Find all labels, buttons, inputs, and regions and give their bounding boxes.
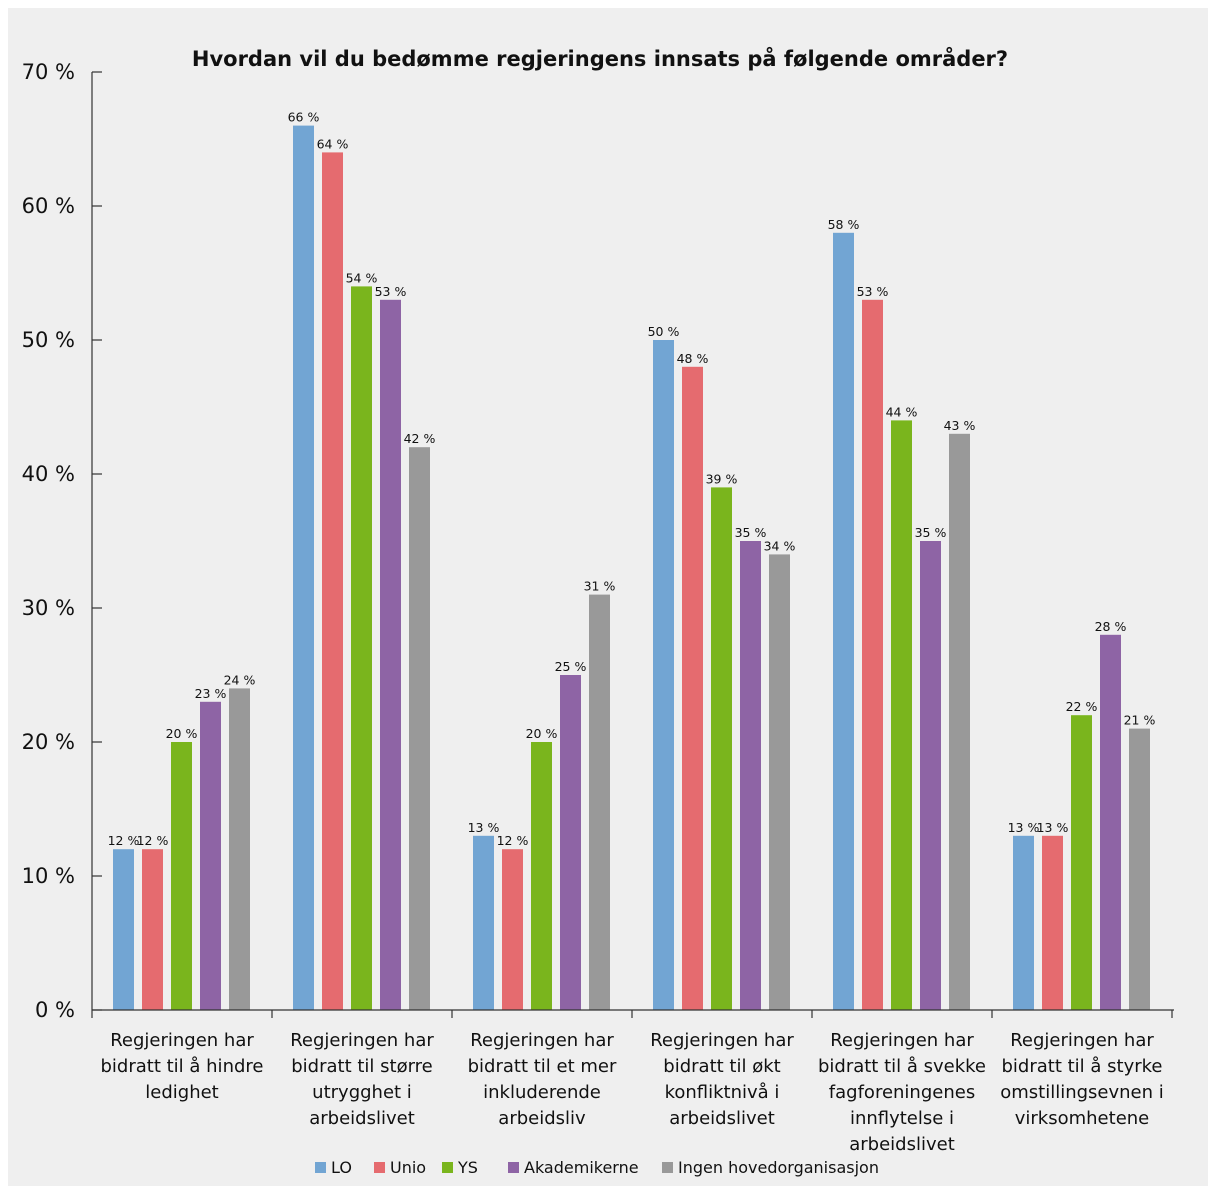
legend-label: Ingen hovedorganisasjon: [678, 1158, 879, 1177]
data-label: 24 %: [224, 672, 256, 687]
data-label: 64 %: [317, 136, 349, 151]
data-label: 20 %: [166, 726, 198, 741]
legend-swatch: [442, 1162, 453, 1173]
legend-swatch: [315, 1162, 326, 1173]
legend-label: LO: [331, 1158, 352, 1177]
y-tick-label: 70 %: [22, 60, 75, 84]
legend-swatch: [374, 1162, 385, 1173]
legend-swatch: [662, 1162, 673, 1173]
y-tick-label: 60 %: [22, 194, 75, 218]
data-label: 28 %: [1095, 619, 1127, 634]
data-label: 43 %: [944, 418, 976, 433]
data-label: 22 %: [1066, 699, 1098, 714]
y-tick-label: 40 %: [22, 462, 75, 486]
legend: LO Unio YS Akademikerne Ingen hovedorganisas…: [315, 1158, 879, 1177]
bar: [142, 849, 163, 1010]
legend-label: Unio: [390, 1158, 426, 1177]
bar: [920, 541, 941, 1010]
bar: [1013, 835, 1034, 1010]
data-labels-group: 12 %12 %20 %23 %24 %66 %64 %54 %53 %42 %…: [108, 110, 1156, 849]
bar: [229, 688, 250, 1010]
bar: [502, 849, 523, 1010]
bar: [293, 125, 314, 1011]
category-label: Regjeringen har bidratt til økt konfliktni…: [650, 1030, 794, 1129]
category-label: Regjeringen har bidratt til et mer inklude…: [468, 1030, 617, 1129]
bar: [351, 286, 372, 1010]
bar: [1100, 634, 1121, 1010]
bar: [560, 675, 581, 1010]
bar: [862, 299, 883, 1010]
data-label: 53 %: [375, 284, 407, 299]
data-label: 42 %: [404, 431, 436, 446]
data-label: 12 %: [497, 833, 529, 848]
bar: [1042, 835, 1063, 1010]
y-tick-label: 0 %: [35, 998, 75, 1022]
bar: [711, 487, 732, 1010]
bar: [949, 433, 970, 1010]
data-label: 48 %: [677, 351, 709, 366]
data-label: 13 %: [1008, 820, 1040, 835]
bar: [1071, 715, 1092, 1010]
data-label: 53 %: [857, 284, 889, 299]
data-label: 34 %: [764, 538, 796, 553]
data-label: 12 %: [137, 833, 169, 848]
x-axis: Regjeringen har bidratt til å hindre ledig…: [91, 1009, 1174, 1155]
bar: [769, 554, 790, 1010]
data-label: 31 %: [584, 579, 616, 594]
data-label: 58 %: [828, 217, 860, 232]
data-label: 39 %: [706, 471, 738, 486]
data-label: 50 %: [648, 324, 680, 339]
category-label: Regjeringen har bidratt til større utryggh…: [290, 1030, 434, 1129]
data-label: 54 %: [346, 270, 378, 285]
bar: [113, 849, 134, 1010]
bar: [473, 835, 494, 1010]
y-tick-label: 20 %: [22, 730, 75, 754]
chart-frame: Hvordan vil du bedømme regjeringens inns…: [8, 8, 1208, 1186]
bar: [171, 742, 192, 1010]
data-label: 12 %: [108, 833, 140, 848]
y-tick-label: 50 %: [22, 328, 75, 352]
chart-title: Hvordan vil du bedømme regjeringens inns…: [192, 46, 1008, 71]
data-label: 21 %: [1124, 713, 1156, 728]
data-label: 35 %: [735, 525, 767, 540]
legend-swatch: [508, 1162, 519, 1173]
bar: [891, 420, 912, 1010]
bar-chart: Hvordan vil du bedømme regjeringens inns…: [22, 46, 1174, 1177]
bar: [380, 299, 401, 1010]
bar: [531, 742, 552, 1010]
y-tick-label: 30 %: [22, 596, 75, 620]
bar: [653, 340, 674, 1010]
data-label: 23 %: [195, 686, 227, 701]
data-label: 13 %: [468, 820, 500, 835]
bar: [1129, 728, 1150, 1010]
category-label: Regjeringen har bidratt til å styrke omsti…: [1000, 1030, 1164, 1129]
legend-label: Akademikerne: [524, 1158, 639, 1177]
bar: [200, 701, 221, 1010]
data-label: 13 %: [1037, 820, 1069, 835]
bar: [409, 447, 430, 1010]
bar: [833, 232, 854, 1011]
y-tick-label: 10 %: [22, 864, 75, 888]
bars-group: [113, 125, 1150, 1011]
data-label: 66 %: [288, 110, 320, 125]
category-label: Regjeringen har bidratt til å svekke fagfo…: [818, 1030, 986, 1155]
bar: [589, 594, 610, 1010]
y-axis: 0 % 10 % 20 % 30 % 40 % 50 % 60 % 70 %: [22, 60, 102, 1022]
data-label: 25 %: [555, 659, 587, 674]
data-label: 35 %: [915, 525, 947, 540]
bar: [740, 541, 761, 1010]
category-label: Regjeringen har bidratt til å hindre ledig…: [101, 1030, 264, 1103]
bar: [322, 152, 343, 1010]
data-label: 44 %: [886, 404, 918, 419]
bar: [682, 366, 703, 1010]
data-label: 20 %: [526, 726, 558, 741]
legend-label: YS: [457, 1158, 478, 1177]
